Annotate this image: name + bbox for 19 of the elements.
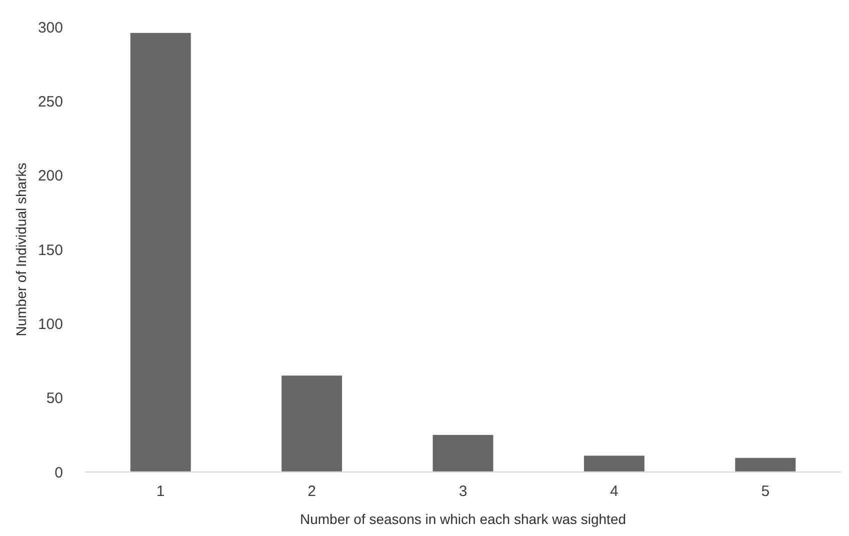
- bar: [735, 458, 796, 472]
- bar: [130, 32, 191, 472]
- x-tick-label: 1: [156, 483, 165, 500]
- y-tick-label: 200: [38, 168, 63, 185]
- x-tick-label: 2: [308, 483, 316, 500]
- y-tick-label: 300: [38, 19, 63, 36]
- y-tick-label: 0: [54, 464, 63, 482]
- x-tick-label: 4: [610, 483, 618, 500]
- x-tick-label: 3: [458, 483, 468, 500]
- bar: [432, 434, 494, 472]
- y-tick-label: 150: [38, 242, 63, 259]
- bar: [584, 456, 644, 472]
- x-axis-title: Number of seasons in which each shark was sighted: [300, 511, 626, 527]
- bar: [282, 376, 342, 472]
- y-tick-label: 50: [46, 390, 63, 408]
- x-tick-label: 5: [761, 483, 770, 500]
- y-axis-title: Number of Individual sharks: [13, 162, 29, 336]
- y-tick-label: 100: [38, 316, 63, 333]
- y-tick-label: 250: [38, 93, 63, 110]
